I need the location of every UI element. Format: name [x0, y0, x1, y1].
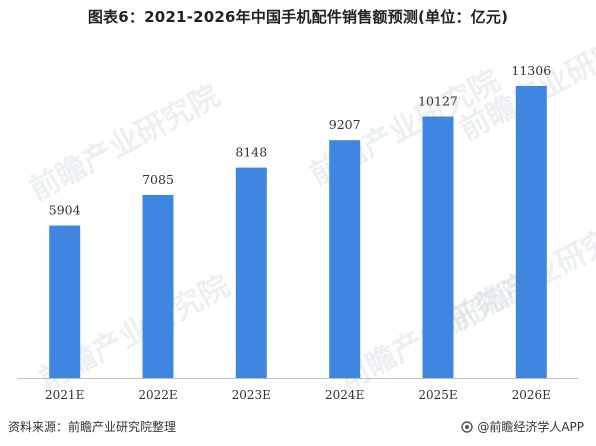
brand-label: @前瞻经济学人APP [477, 420, 584, 434]
brand-logo-icon [461, 420, 474, 433]
data-label-2021E: 5904 [49, 203, 81, 218]
source-note: 资料来源：前瞻产业研究院整理 [8, 420, 177, 434]
data-label-2026E: 11306 [511, 63, 551, 78]
footer: 资料来源：前瞻产业研究院整理 @前瞻经济学人APP [0, 414, 596, 438]
x-tick-label-2026E: 2026E [512, 388, 551, 402]
bar-chart: 5904 2021E 7085 2022E 8148 2023E 9207 2024E 1012… [18, 63, 578, 402]
x-tick-label-2022E: 2022E [138, 388, 177, 402]
brand-credit: @前瞻经济学人APP [461, 418, 584, 435]
x-tick-label-2023E: 2023E [232, 388, 271, 402]
data-label-2022E: 7085 [142, 172, 174, 187]
data-label-2024E: 9207 [329, 117, 361, 132]
x-tick-label-2024E: 2024E [325, 388, 364, 402]
data-label-2023E: 8148 [235, 145, 267, 160]
bar-2024E [329, 140, 361, 378]
bar-2021E [49, 225, 81, 378]
data-label-2025E: 10127 [418, 94, 458, 109]
bar-2023E [235, 167, 267, 378]
bar-2022E [142, 195, 174, 378]
bar-2025E [422, 116, 454, 378]
x-tick-label-2025E: 2025E [418, 388, 457, 402]
bar-2026E [515, 86, 547, 378]
chart-title: 图表6：2021-2026年中国手机配件销售额预测(单位：亿元) [87, 8, 509, 26]
x-tick-label-2021E: 2021E [45, 388, 84, 402]
